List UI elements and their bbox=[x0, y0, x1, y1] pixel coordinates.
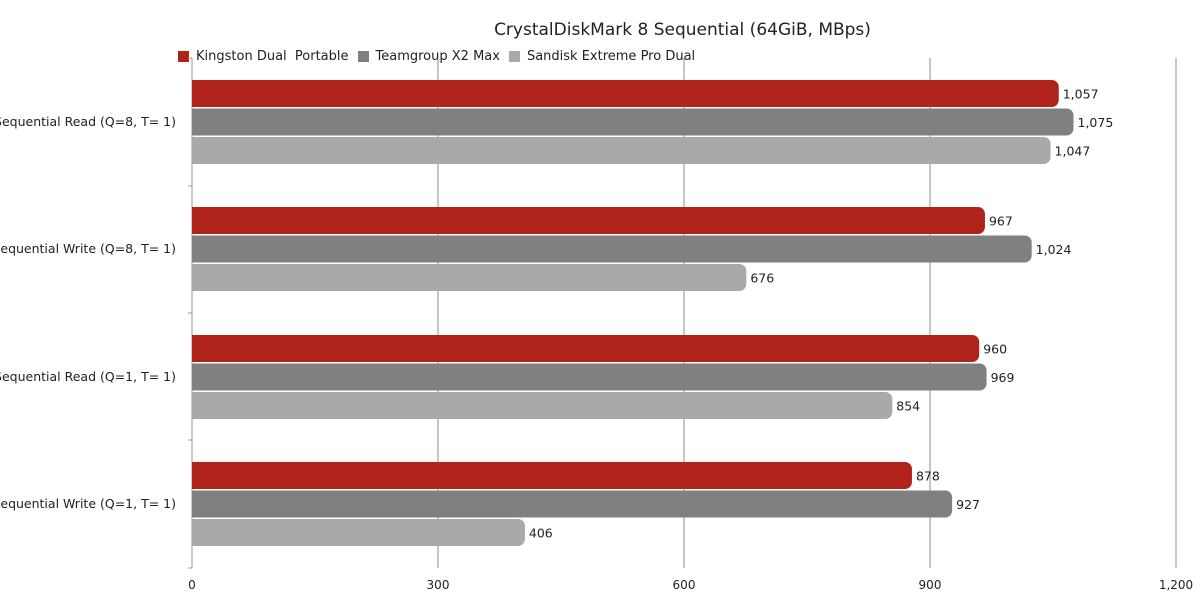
bar-s2-c0 bbox=[192, 137, 1051, 164]
legend-item-sandisk: Sandisk Extreme Pro Dual bbox=[508, 49, 696, 64]
bars bbox=[192, 80, 1074, 546]
legend-label-kingston: Kingston Dual Portable bbox=[196, 49, 349, 64]
bar-s0-c3 bbox=[192, 462, 912, 489]
bar-s0-c0 bbox=[192, 80, 1059, 108]
value-label-s2-c1: 676 bbox=[750, 271, 774, 286]
legend-label-sandisk: Sandisk Extreme Pro Dual bbox=[526, 49, 696, 64]
bar-s2-c3 bbox=[192, 519, 525, 546]
bar-s0-c1 bbox=[192, 207, 985, 234]
value-label-s1-c3: 927 bbox=[956, 497, 980, 512]
axis-ticks: 0 300 600 900 1,200 bbox=[188, 57, 1193, 592]
category-label-2: Sequential Read (Q=1, T= 1) bbox=[0, 369, 176, 384]
category-label-1: Sequential Write (Q=8, T= 1) bbox=[0, 241, 176, 256]
x-tick-label-300: 300 bbox=[427, 578, 450, 592]
value-label-s0-c3: 878 bbox=[916, 469, 940, 484]
value-label-s2-c3: 406 bbox=[529, 526, 553, 541]
value-label-s1-c0: 1,075 bbox=[1078, 115, 1114, 130]
bar-s1-c1 bbox=[192, 235, 1032, 263]
x-tick-label-0: 0 bbox=[188, 578, 196, 592]
category-label-3: Sequential Write (Q=1, T= 1) bbox=[0, 496, 176, 511]
labels: Sequential Read (Q=8, T= 1) Sequential Wr… bbox=[0, 87, 1113, 541]
x-tick-label-900: 900 bbox=[919, 578, 942, 592]
x-tick-label-600: 600 bbox=[673, 578, 696, 592]
value-label-s1-c2: 969 bbox=[991, 370, 1015, 385]
chart-legend: Kingston Dual Portable Teamgroup X2 Max … bbox=[178, 49, 704, 64]
value-label-s0-c2: 960 bbox=[983, 342, 1007, 357]
bar-s1-c3 bbox=[192, 490, 953, 518]
bar-s0-c2 bbox=[192, 335, 980, 362]
legend-swatch-sandisk bbox=[508, 51, 520, 62]
value-label-s0-c0: 1,057 bbox=[1063, 87, 1099, 102]
legend-item-kingston: Kingston Dual Portable bbox=[178, 49, 349, 64]
legend-item-teamgroup: Teamgroup X2 Max bbox=[357, 49, 500, 64]
bar-s2-c1 bbox=[192, 264, 747, 291]
bar-s1-c0 bbox=[192, 108, 1074, 136]
bar-s1-c2 bbox=[192, 363, 987, 391]
value-label-s1-c1: 1,024 bbox=[1036, 242, 1072, 257]
legend-label-teamgroup: Teamgroup X2 Max bbox=[375, 49, 500, 64]
legend-swatch-kingston bbox=[178, 51, 189, 62]
category-label-0: Sequential Read (Q=8, T= 1) bbox=[0, 114, 176, 129]
x-tick-label-1200: 1,200 bbox=[1159, 578, 1193, 592]
value-label-s0-c1: 967 bbox=[989, 214, 1013, 229]
value-label-s2-c0: 1,047 bbox=[1055, 144, 1091, 159]
bar-s2-c2 bbox=[192, 392, 893, 419]
legend-swatch-teamgroup bbox=[357, 51, 369, 62]
value-label-s2-c2: 854 bbox=[896, 399, 920, 414]
chart-title: CrystalDiskMark 8 Sequential (64GiB, MBp… bbox=[494, 20, 871, 40]
